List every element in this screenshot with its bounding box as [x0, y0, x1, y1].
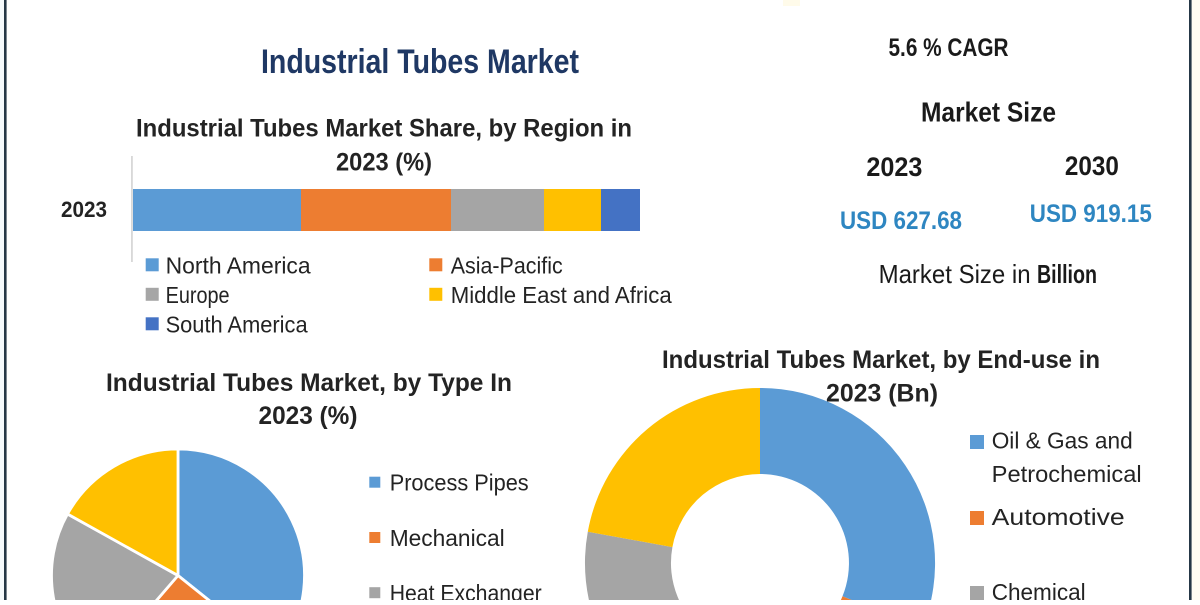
svg-text:North America: North America — [166, 253, 311, 279]
svg-text:Market Size in: Market Size in — [879, 259, 1031, 289]
svg-text:2023: 2023 — [61, 197, 107, 222]
svg-text:Industrial Tubes Market: Industrial Tubes Market — [261, 43, 579, 81]
svg-text:Market Size: Market Size — [921, 97, 1056, 128]
svg-text:Chemical: Chemical — [992, 579, 1086, 600]
svg-text:Mechanical: Mechanical — [390, 525, 505, 551]
svg-text:Heat Exchanger: Heat Exchanger — [390, 580, 542, 600]
svg-text:Europe: Europe — [166, 282, 230, 308]
svg-text:Petrochemical: Petrochemical — [992, 461, 1142, 487]
svg-text:Asia-Pacific: Asia-Pacific — [451, 253, 563, 279]
svg-text:2030: 2030 — [1065, 151, 1119, 181]
svg-text:2023: 2023 — [866, 152, 922, 182]
svg-text:Middle East and Africa: Middle East and Africa — [451, 282, 672, 308]
svg-text:2023 (%): 2023 (%) — [336, 149, 432, 177]
svg-text:South America: South America — [166, 312, 308, 338]
svg-text:Billion: Billion — [1037, 259, 1097, 289]
svg-text:Industrial Tubes Market, by En: Industrial Tubes Market, by End-use in — [662, 346, 1100, 374]
svg-text:Industrial Tubes Market, by Ty: Industrial Tubes Market, by Type In — [106, 369, 512, 397]
svg-text:USD 627.68: USD 627.68 — [840, 207, 962, 235]
svg-text:5.6 % CAGR: 5.6 % CAGR — [889, 34, 1009, 62]
svg-text:Automotive: Automotive — [992, 504, 1125, 530]
svg-text:2023 (Bn): 2023 (Bn) — [826, 380, 938, 408]
svg-text:2023 (%): 2023 (%) — [259, 402, 358, 430]
svg-text:Process Pipes: Process Pipes — [390, 470, 529, 496]
svg-text:Industrial Tubes Market Share,: Industrial Tubes Market Share, by Region… — [136, 115, 632, 143]
svg-text:Oil & Gas and: Oil & Gas and — [992, 428, 1133, 454]
svg-text:USD 919.15: USD 919.15 — [1030, 200, 1152, 228]
